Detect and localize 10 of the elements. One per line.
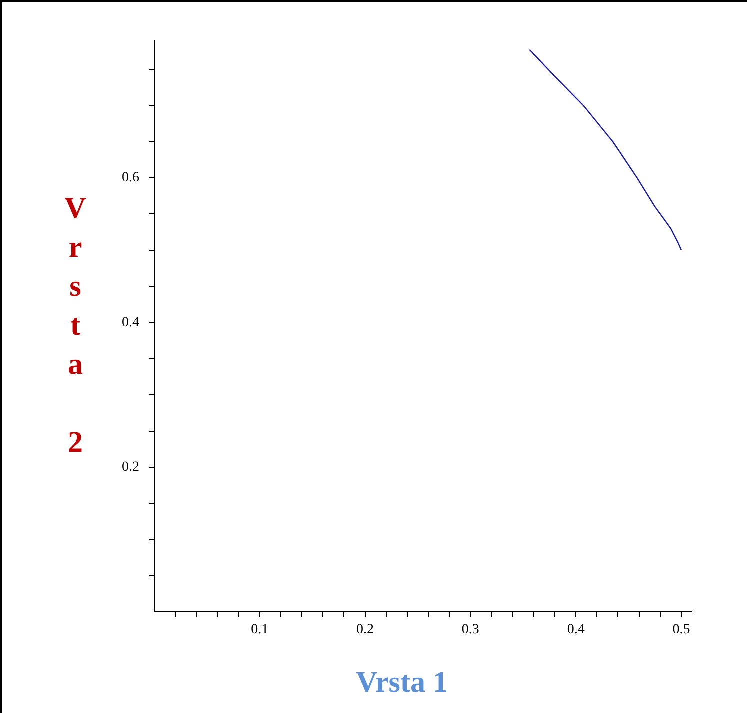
y-tick-label: 0.4 — [122, 315, 140, 330]
x-tick-label: 0.2 — [356, 622, 374, 638]
x-axis-title: Vrsta 1 — [355, 666, 449, 700]
x-tick-label: 0.5 — [672, 622, 690, 638]
x-tick-label: 0.3 — [462, 622, 480, 638]
y-tick-label: 0.6 — [122, 170, 140, 186]
y-tick-label: 0.2 — [122, 460, 140, 476]
x-tick-label: 0.1 — [251, 622, 269, 638]
x-tick-label: 0.4 — [567, 622, 585, 638]
y-axis-title: Vrsta 2 — [59, 192, 92, 465]
